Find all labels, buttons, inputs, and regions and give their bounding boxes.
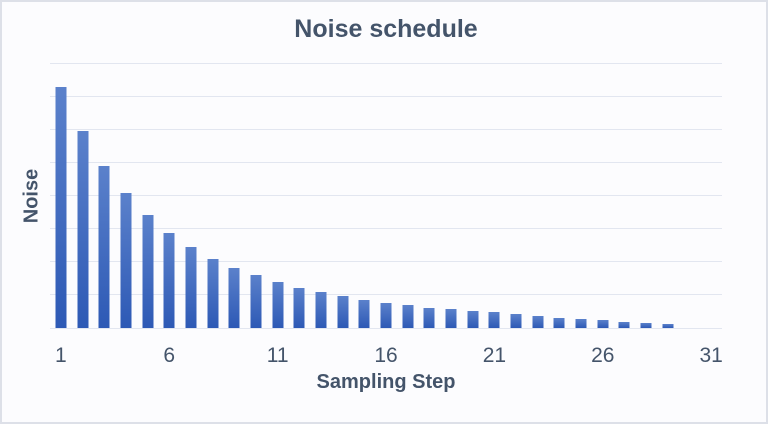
gridline [50, 261, 722, 263]
gridline [50, 128, 722, 130]
x-tick-label: 6 [163, 344, 176, 367]
bar-step-1 [55, 87, 67, 328]
x-tick-label: 21 [482, 344, 507, 367]
bar-step-29 [662, 324, 674, 328]
gridline [50, 327, 722, 329]
bar-step-16 [380, 302, 392, 328]
bar-step-6 [163, 233, 175, 328]
bar-step-27 [618, 321, 630, 328]
bar-step-3 [98, 166, 110, 328]
bar-step-13 [315, 292, 327, 328]
bar-step-4 [120, 192, 132, 328]
gridline [50, 294, 722, 296]
x-tick-label: 11 [266, 344, 289, 367]
gridline [50, 95, 722, 97]
bar-step-18 [423, 307, 435, 328]
gridline [50, 62, 722, 64]
bar-step-20 [467, 310, 479, 328]
bar-step-28 [640, 323, 652, 328]
bar-step-21 [488, 312, 500, 328]
gridline [50, 195, 722, 196]
bar-step-23 [532, 316, 544, 328]
bar-step-2 [77, 130, 89, 328]
gridline [50, 161, 722, 163]
bar-step-9 [228, 267, 240, 328]
bar-step-15 [358, 299, 370, 328]
x-tick-label: 16 [374, 344, 398, 367]
bar-step-12 [293, 287, 305, 328]
y-axis-title: Noise [20, 168, 43, 224]
bar-step-8 [207, 259, 219, 328]
bar-step-17 [402, 305, 414, 328]
x-tick-label: 1 [54, 344, 67, 367]
x-axis-title: Sampling Step [316, 371, 456, 393]
bar-step-25 [575, 319, 587, 328]
bar-step-7 [185, 247, 197, 328]
bar-step-10 [250, 275, 262, 328]
bar-step-5 [142, 215, 154, 328]
plot-area [50, 62, 722, 329]
gridline [50, 228, 722, 230]
x-tick-label: 26 [591, 344, 615, 367]
bar-step-26 [597, 320, 609, 328]
bar-step-14 [337, 295, 349, 328]
chart-title: Noise schedule [294, 15, 478, 43]
bar-step-19 [445, 309, 457, 328]
bar-step-11 [272, 281, 284, 328]
bar-step-24 [553, 317, 565, 328]
bar-step-22 [510, 314, 522, 328]
x-tick-label: 31 [699, 344, 723, 367]
